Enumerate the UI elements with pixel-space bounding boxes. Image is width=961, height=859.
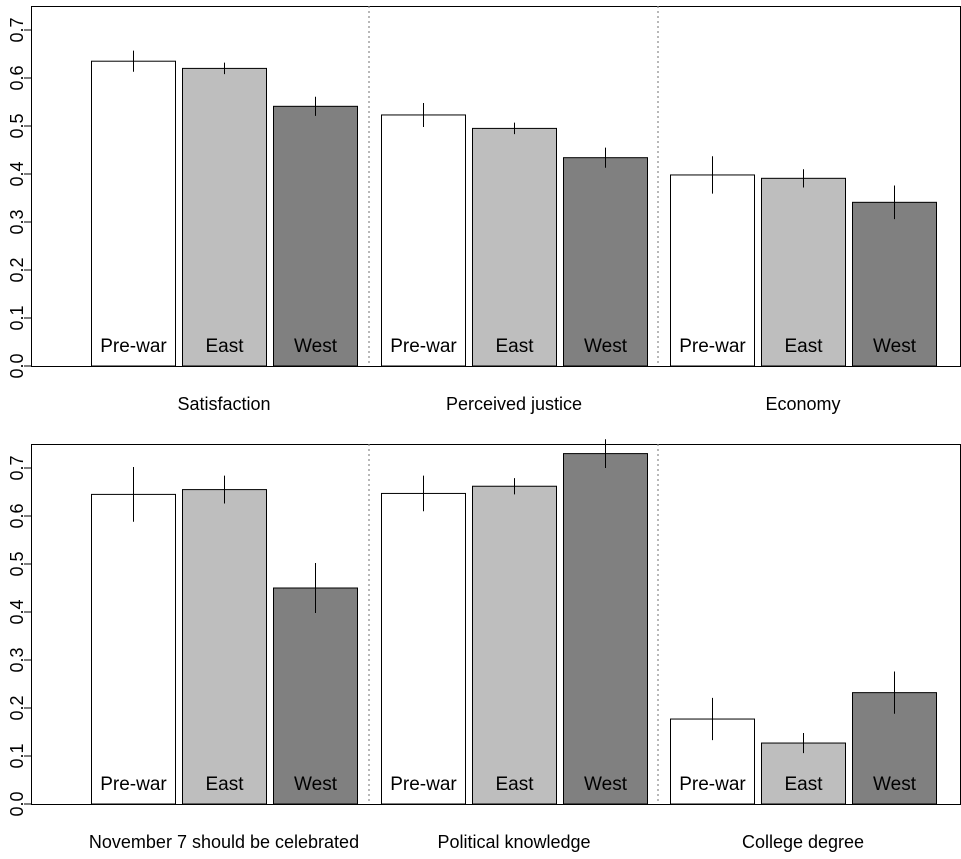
bar-1-1-3 [273,105,358,367]
bar-label-1-2-1: Pre-war [390,336,457,357]
bar-1-3-1 [670,174,755,367]
bar-1-1-2 [182,67,267,367]
y-tick-label-1-5: 0.5 [7,113,27,138]
bar-2-1-2 [182,489,267,805]
bar-1-2-1 [381,114,466,367]
bar-label-2-1-1: Pre-war [100,774,167,795]
bar-label-1-2-3: West [584,336,628,357]
y-tick-label-1-7: 0.7 [7,17,27,42]
y-tick-label-2-1: 0.1 [7,743,27,768]
y-tick-label-2-0: 0.0 [7,791,27,816]
bar-label-1-1-1: Pre-war [100,336,167,357]
bar-label-1-3-2: East [784,336,823,357]
bar-label-2-3-3: West [873,774,917,795]
y-tick-label-2-4: 0.4 [7,599,27,624]
bar-2-2-1 [381,492,466,805]
bar-label-2-1-2: East [205,774,244,795]
bar-label-2-3-2: East [784,774,823,795]
bar-label-1-3-1: Pre-war [679,336,746,357]
y-tick-label-2-2: 0.2 [7,695,27,720]
bar-1-3-3 [852,201,937,367]
bar-2-2-3 [563,453,648,805]
y-tick-label-1-4: 0.4 [7,161,27,186]
y-tick-label-2-3: 0.3 [7,647,27,672]
y-tick-label-1-0: 0.0 [7,353,27,378]
y-tick-label-2-6: 0.6 [7,503,27,528]
bar-2-2-2 [472,485,557,805]
bar-label-1-1-2: East [205,336,244,357]
y-tick-label-1-6: 0.6 [7,65,27,90]
y-tick-label-1-2: 0.2 [7,257,27,282]
bar-2-1-1 [91,493,176,805]
bar-label-2-2-1: Pre-war [390,774,457,795]
group-label-1-1: Satisfaction [177,394,270,414]
bar-1-2-2 [472,127,557,367]
bar-label-1-2-2: East [495,336,534,357]
bar-label-1-3-3: West [873,336,917,357]
bar-label-2-2-3: West [584,774,628,795]
group-label-2-3: College degree [742,832,864,852]
bar-1-3-2 [761,177,846,367]
group-label-1-2: Perceived justice [446,394,582,414]
y-tick-label-2-7: 0.7 [7,455,27,480]
bar-label-2-2-2: East [495,774,534,795]
bar-label-2-3-1: Pre-war [679,774,746,795]
bar-1-2-3 [563,157,648,367]
y-tick-label-1-3: 0.3 [7,209,27,234]
group-label-2-2: Political knowledge [437,832,590,852]
bar-1-1-1 [91,60,176,367]
group-label-2-1: November 7 should be celebrated [89,832,359,852]
group-label-1-3: Economy [765,394,840,414]
y-tick-label-2-5: 0.5 [7,551,27,576]
y-tick-label-1-1: 0.1 [7,305,27,330]
bar-2-1-3 [273,587,358,805]
bar-2-3-2 [761,742,846,805]
bar-label-1-1-3: West [294,336,338,357]
bar-label-2-1-3: West [294,774,338,795]
